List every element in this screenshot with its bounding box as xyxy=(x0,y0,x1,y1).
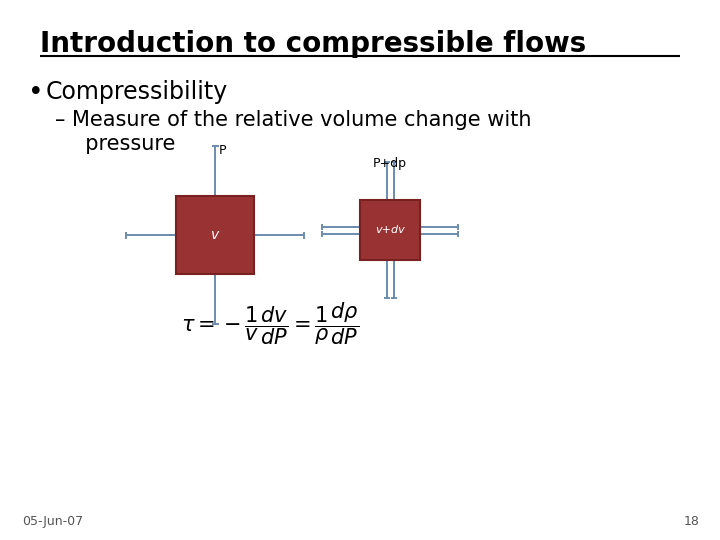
Text: 18: 18 xyxy=(684,515,700,528)
Text: – Measure of the relative volume change with: – Measure of the relative volume change … xyxy=(55,110,531,130)
Text: 05-Jun-07: 05-Jun-07 xyxy=(22,515,83,528)
Text: P: P xyxy=(219,144,227,157)
Bar xyxy=(360,200,420,260)
Text: v: v xyxy=(211,228,219,242)
Text: Introduction to compressible flows: Introduction to compressible flows xyxy=(40,30,586,58)
Text: Compressibility: Compressibility xyxy=(46,80,228,104)
Bar xyxy=(176,196,254,274)
Text: pressure: pressure xyxy=(72,134,176,154)
Text: P+dp: P+dp xyxy=(373,157,407,170)
Text: •: • xyxy=(28,80,44,106)
Text: v+dv: v+dv xyxy=(375,225,405,235)
Text: $\tau = -\dfrac{1}{v}\dfrac{dv}{dP} = \dfrac{1}{\rho}\dfrac{d\rho}{dP}$: $\tau = -\dfrac{1}{v}\dfrac{dv}{dP} = \d… xyxy=(181,300,359,347)
